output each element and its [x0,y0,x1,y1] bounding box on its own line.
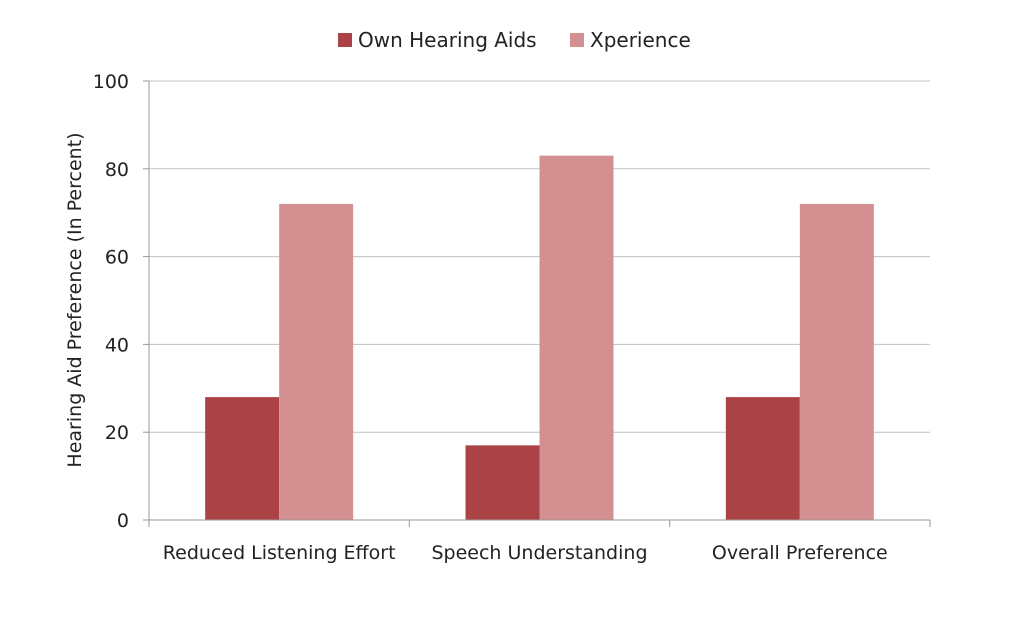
y-tick-label: 60 [105,247,129,269]
legend-swatch-own-hearing-aids [338,33,352,47]
bar-own-hearing-aids-1 [205,397,280,520]
bar-xperience-3 [799,203,874,521]
y-axis-ticks: 0 20 40 60 80 100 [93,71,149,532]
bar-own-hearing-aids-2 [465,445,540,520]
legend-label-own-hearing-aids: Own Hearing Aids [358,28,537,52]
bar-xperience-2 [539,155,614,520]
bar-own-hearing-aids-3 [725,397,800,520]
y-tick-label: 20 [105,422,129,444]
y-axis-title: Hearing Aid Preference (In Percent) [64,132,86,467]
y-tick-label: 0 [117,510,129,532]
y-tick-label: 80 [105,159,129,181]
x-category-label: Reduced Listening Effort [163,542,396,564]
x-category-label: Overall Preference [712,542,888,564]
x-axis [148,81,931,527]
legend-label-xperience: Xperience [590,28,691,52]
bar-xperience-1 [279,203,354,521]
legend: Own Hearing Aids Xperience [338,28,691,52]
legend-swatch-xperience [570,33,584,47]
x-axis-labels: Reduced Listening Effort Speech Understan… [163,542,888,564]
x-category-label: Speech Understanding [431,542,647,564]
y-tick-label: 100 [93,71,129,93]
y-tick-label: 40 [105,334,129,356]
bars [205,155,874,521]
